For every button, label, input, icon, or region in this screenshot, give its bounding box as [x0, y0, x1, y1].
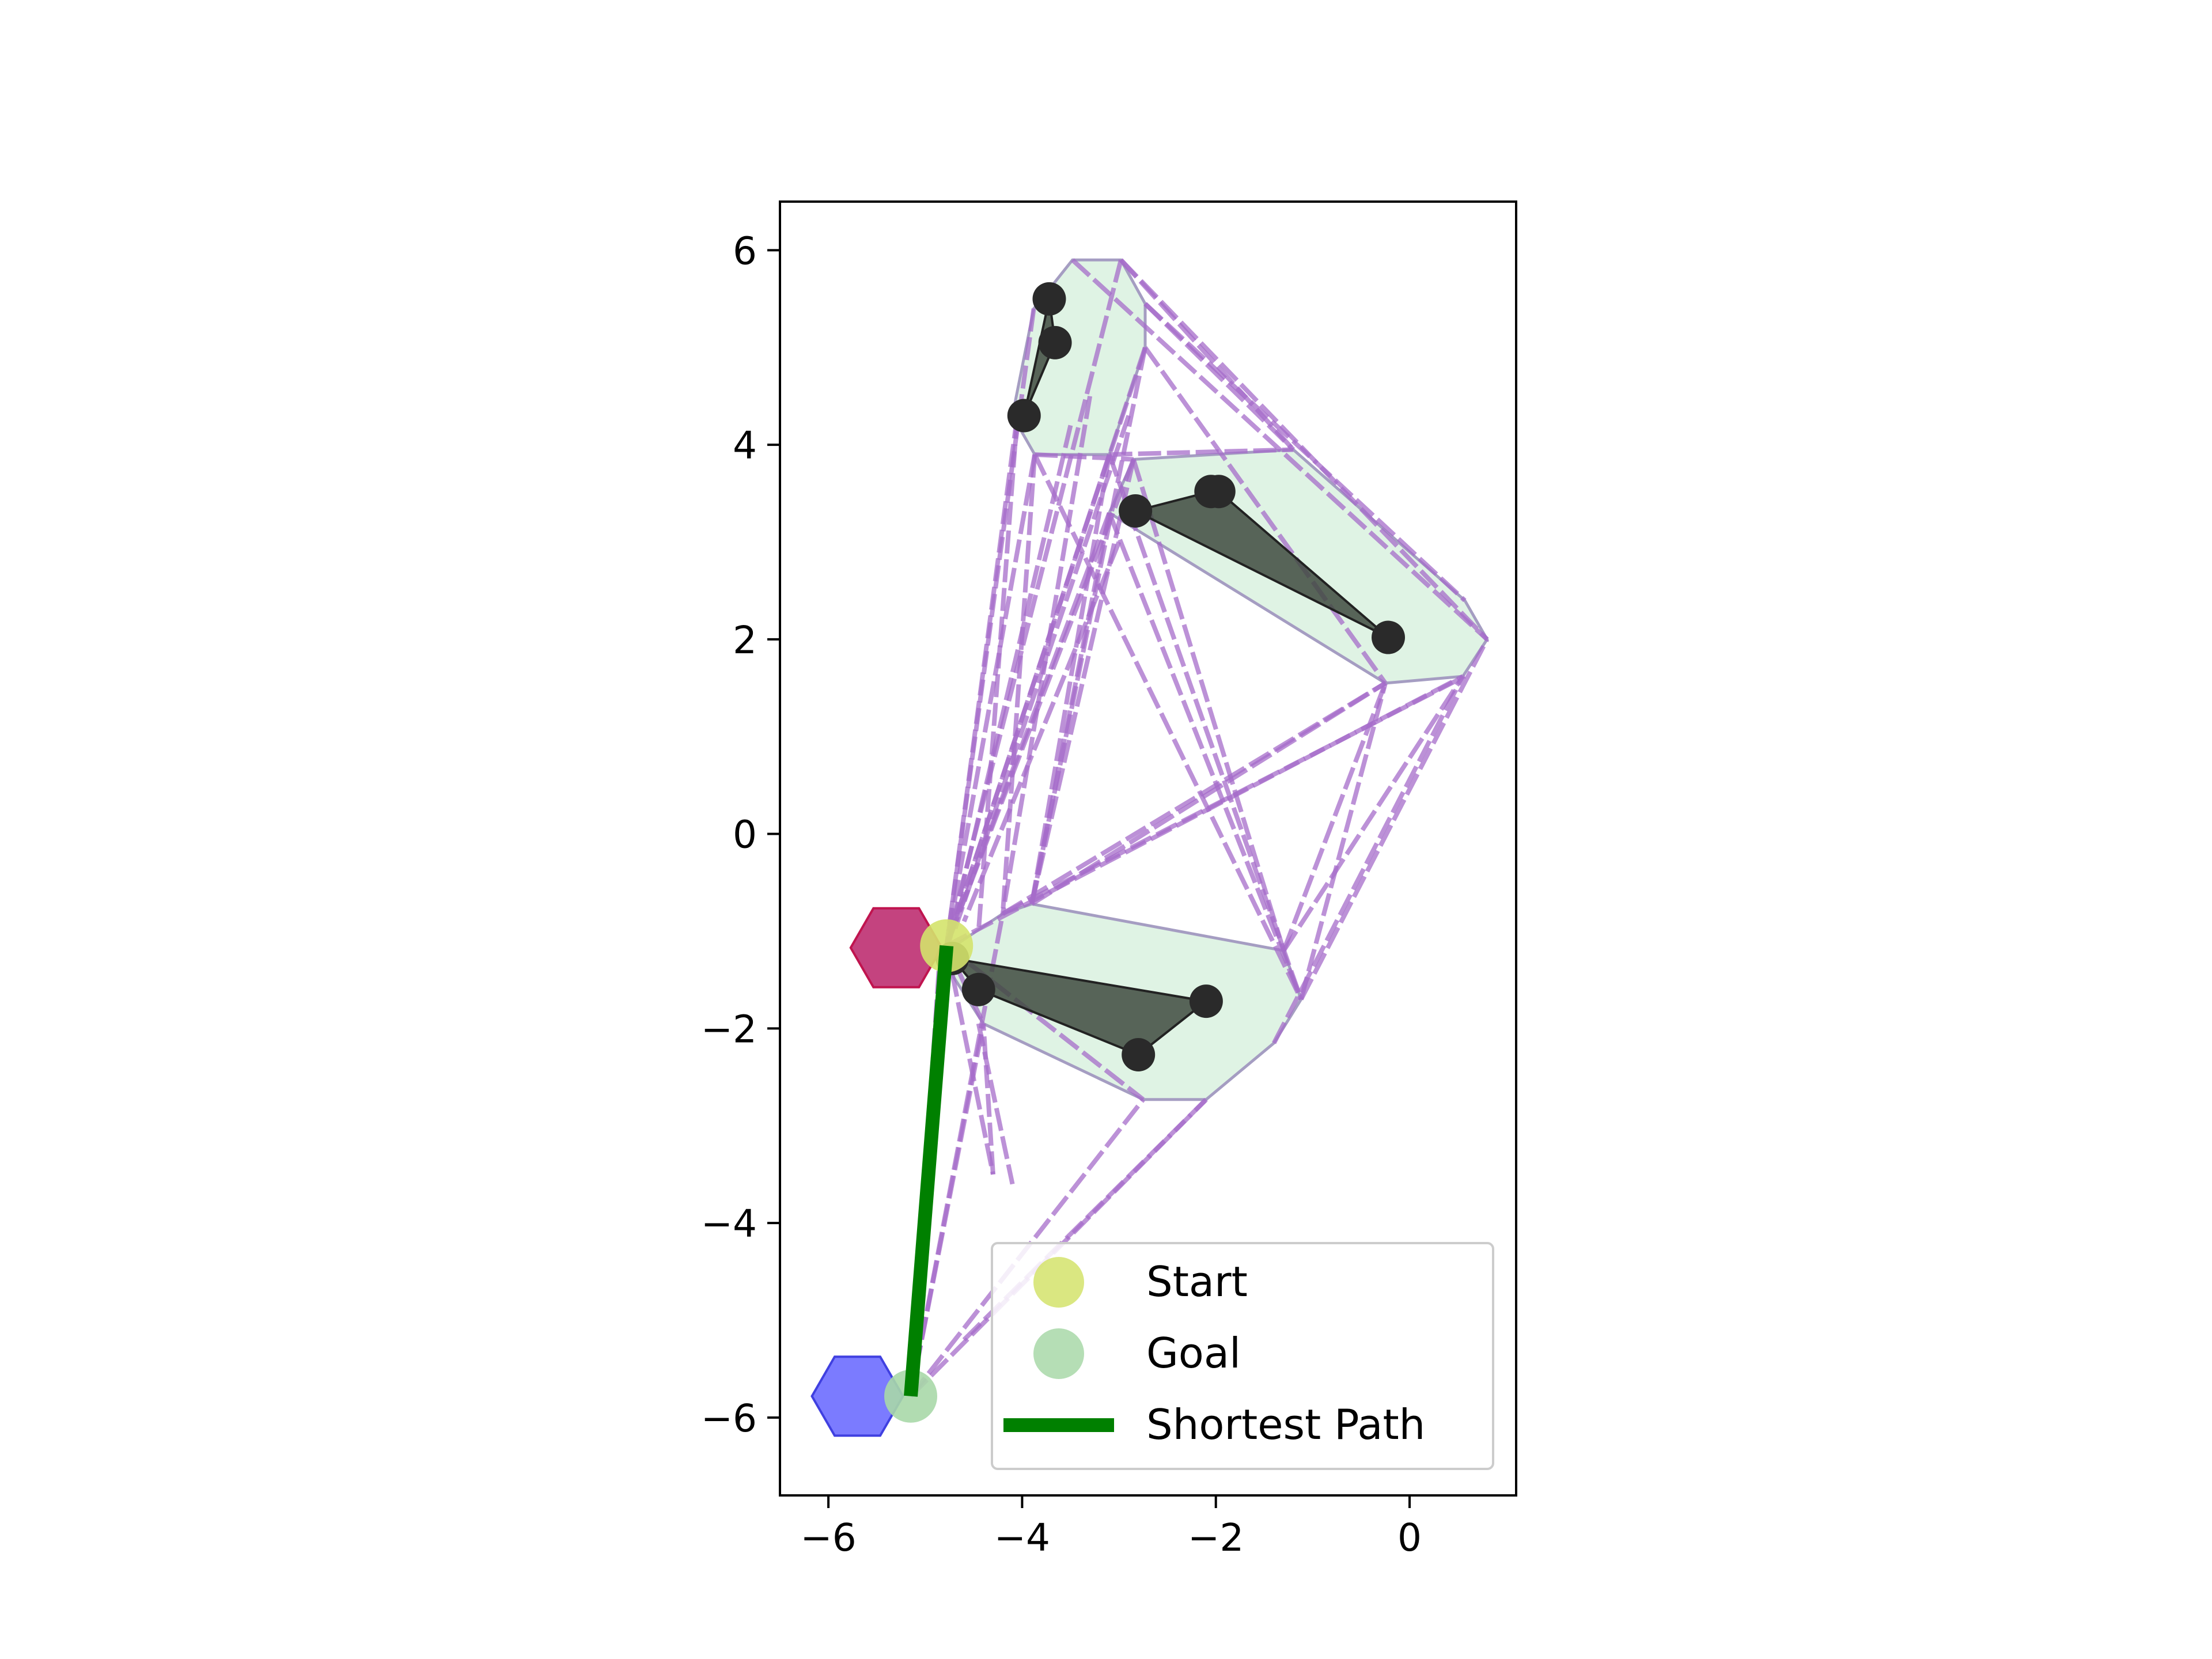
- legend-box: [991, 1242, 1494, 1470]
- roadmap-edge-4: [944, 347, 1147, 947]
- roadmap-edge-18: [1032, 453, 1304, 1001]
- roadmap-edge-17: [944, 454, 1037, 946]
- roadmap-edge-32: [945, 674, 1464, 948]
- hexagon-layer: [810, 907, 944, 1437]
- y-tick-label: −4: [701, 1202, 757, 1246]
- plot-area: [810, 258, 1490, 1437]
- roadmap-edge-19: [1107, 512, 1304, 1001]
- roadmap-edge-26: [1109, 447, 1294, 457]
- roadmap-edge-50: [976, 1023, 1015, 1185]
- obstacle-top-vertex-1: [1038, 325, 1072, 359]
- y-tick-label: 4: [733, 423, 757, 468]
- y-tick-label: 2: [733, 618, 757, 662]
- x-tick-label: −6: [800, 1516, 856, 1560]
- axes-frame: [779, 200, 1517, 1497]
- roadmap-edge-38: [1298, 682, 1388, 1000]
- roadmap-edge-10: [1000, 396, 1093, 914]
- legend-goal-label: Goal: [1146, 1329, 1241, 1377]
- shortest-path-line: [904, 945, 954, 1397]
- legend: Start Goal Shortest Path: [991, 1242, 1494, 1470]
- roadmap-edge-35: [1299, 638, 1490, 1001]
- x-tick-label: −4: [994, 1516, 1050, 1560]
- legend-goal-marker: [1033, 1328, 1084, 1379]
- x-tick-label: −2: [1188, 1516, 1244, 1560]
- roadmap-edge-33: [1001, 681, 1387, 916]
- red-hexagon: [849, 907, 944, 988]
- roadmap-edge-28: [1143, 302, 1296, 452]
- legend-start-label: Start: [1146, 1257, 1248, 1306]
- y-tick-label: −6: [701, 1396, 757, 1441]
- x-tick-label: 0: [1397, 1516, 1422, 1560]
- y-tick-label: 0: [733, 813, 757, 857]
- roadmap-edge-48: [981, 1023, 995, 1175]
- roadmap-edge-25: [1143, 346, 1388, 685]
- blue-hexagon: [810, 1355, 904, 1437]
- roadmap-edge-16: [1000, 454, 1037, 914]
- legend-start-marker: [1033, 1257, 1084, 1308]
- roadmap-edge-21: [1107, 453, 1304, 1001]
- roadmap-edge-37: [1281, 682, 1388, 952]
- shortest-path-layer: [904, 945, 954, 1397]
- obstacle-bottom-vertex-1: [961, 972, 995, 1006]
- x-axis: −6 −4 −2 0: [800, 1495, 1422, 1560]
- obstacle-bottom-vertex-2: [1122, 1038, 1156, 1072]
- roadmap-edge-34: [1282, 675, 1465, 952]
- obstacle-top-vertex-2: [1007, 399, 1041, 433]
- roadmap-edge-7: [944, 512, 1112, 947]
- roadmap-edge-29: [1071, 258, 1489, 641]
- y-axis: −6 −4 −2 0 2 4 6: [701, 229, 780, 1441]
- obstacle-layer: [935, 282, 1406, 1072]
- roadmap-edge-9: [944, 259, 1123, 946]
- obstacle-top-vertex-0: [1032, 282, 1066, 316]
- obstacle-middle-vertex-0: [1119, 494, 1153, 528]
- obstacle-bottom-vertex-3: [1189, 984, 1223, 1018]
- y-tick-label: −2: [701, 1007, 757, 1051]
- obstacle-middle-vertex-3: [1372, 620, 1406, 654]
- roadmap-edge-27: [1035, 452, 1134, 462]
- roadmap-edge-49: [944, 945, 995, 1175]
- legend-path-label: Shortest Path: [1146, 1400, 1425, 1449]
- y-tick-label: 6: [733, 229, 757, 273]
- obstacle-middle-vertex-2: [1202, 475, 1236, 509]
